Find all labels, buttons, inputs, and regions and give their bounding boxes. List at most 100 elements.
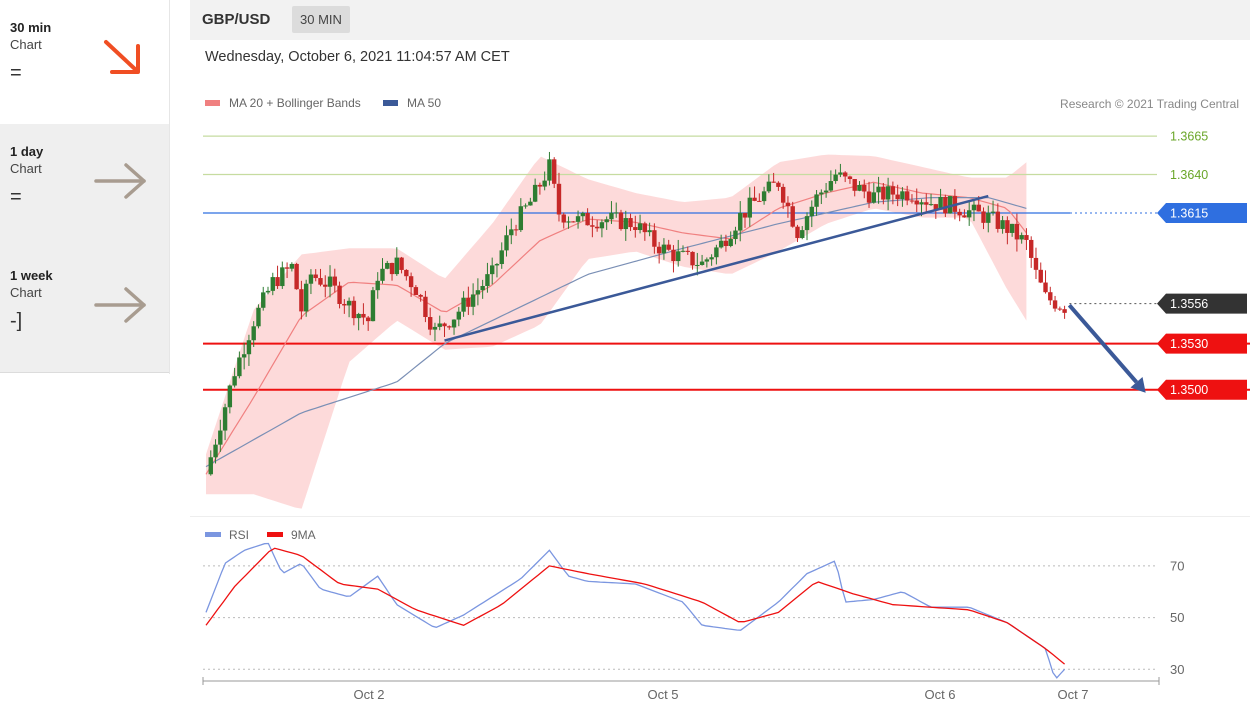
timeframe-label: 1 day [10, 144, 44, 159]
candle-body [451, 319, 457, 328]
panel-divider [190, 516, 1250, 517]
candle-body [346, 300, 352, 306]
candle-body [857, 184, 862, 191]
candle-body [289, 263, 295, 269]
timeframe-sub: Chart [10, 285, 42, 300]
candle-body [561, 214, 566, 223]
candle-body [699, 261, 705, 265]
legend-ma50-swatch [383, 100, 398, 106]
candle-body [480, 285, 485, 291]
candle-body [518, 206, 524, 231]
legend-ma50-label: MA 50 [407, 96, 441, 110]
candle-body [704, 259, 710, 262]
timeframe-1day-card[interactable]: 1 day Chart = [0, 124, 169, 249]
candle-body [881, 186, 886, 200]
level-labels: 1.3665 1.3640 1.3615 1.3556 1.3530 1.3500 [1157, 130, 1247, 400]
timeframe-30min-card[interactable]: 30 min Chart = [0, 0, 169, 125]
level-price-label: 1.3530 [1170, 337, 1208, 351]
candle-body [833, 174, 838, 182]
candle-body [757, 200, 762, 202]
candle-body [742, 212, 748, 218]
candle-body [666, 244, 671, 250]
candle-body [690, 251, 695, 266]
bollinger-band-area [206, 154, 1027, 509]
candle-body [442, 323, 447, 327]
timeframe-label: 30 min [10, 20, 52, 35]
candle-body [761, 191, 767, 202]
candle-body [213, 444, 218, 458]
candle-body [375, 280, 380, 291]
candle-body [780, 186, 786, 203]
candle-body [823, 190, 829, 193]
candle-body [385, 262, 390, 269]
candle-body [738, 212, 743, 231]
moving-averages [205, 181, 1027, 475]
candle-body [318, 278, 323, 285]
candle-body [676, 251, 681, 262]
rsi-tick-label: 70 [1170, 558, 1184, 573]
candle-body [447, 326, 452, 328]
candle-body [671, 249, 676, 262]
level-price-label: 1.3556 [1170, 297, 1208, 311]
candle-body [962, 215, 967, 218]
x-tick-label: Oct 7 [1057, 687, 1088, 702]
legend-rsi-label: RSI [229, 528, 249, 542]
candle-body [723, 240, 729, 247]
candle-body [866, 191, 872, 203]
candle-body [938, 196, 943, 210]
candle-body [399, 257, 404, 270]
candle-body [876, 186, 881, 193]
candle-body [623, 218, 628, 230]
candle-body [928, 204, 934, 206]
candle-body [752, 197, 757, 201]
candle-body [246, 340, 252, 355]
candle-body [609, 212, 614, 220]
candle-body [490, 265, 495, 275]
candle-body [924, 202, 929, 205]
candle-body [766, 181, 772, 192]
candle-body [275, 277, 280, 287]
candle-body [652, 230, 657, 247]
candle-body [709, 257, 714, 260]
candle-body [313, 274, 318, 279]
candle-body [590, 225, 595, 227]
candle-body [680, 250, 686, 252]
timeframe-sub: Chart [10, 161, 42, 176]
candle-body [218, 430, 223, 445]
candle-body [900, 191, 905, 200]
candle-body [513, 229, 519, 231]
chart-datetime: Wednesday, October 6, 2021 11:04:57 AM C… [205, 49, 510, 65]
candle-body [819, 192, 824, 195]
candle-body [628, 218, 633, 228]
candle-body [361, 313, 366, 318]
candle-body [342, 303, 347, 306]
candle-body [604, 219, 609, 223]
candle-body [237, 357, 242, 377]
candle-body [308, 274, 314, 284]
candle-body [943, 196, 948, 214]
level-price-tag [1157, 333, 1247, 354]
bollinger-bands [206, 154, 1027, 509]
candle-body [389, 262, 395, 275]
legend-ma20-label: MA 20 + Bollinger Bands [229, 96, 361, 110]
candle-body [284, 267, 290, 269]
candle-body [394, 257, 399, 275]
candle-body [933, 204, 939, 210]
timeframe-1week-card[interactable]: 1 week Chart -] [0, 248, 169, 373]
legend-9ma-swatch [267, 532, 283, 537]
candle-body [232, 376, 237, 386]
candle-body [981, 211, 986, 223]
right-arrow-icon [94, 287, 146, 323]
candle-body [432, 326, 438, 330]
candle-body [523, 205, 528, 207]
candle-body [618, 212, 624, 230]
candle-body [280, 267, 285, 287]
candle-body [1057, 308, 1063, 310]
candle-body [1009, 223, 1015, 233]
candle-body [370, 290, 376, 322]
legend-ma20-swatch [205, 100, 220, 106]
candle-body [971, 204, 977, 211]
timeframe-badge[interactable]: 30 MIN [292, 6, 350, 33]
candle-body [747, 197, 752, 218]
candle-body [814, 194, 819, 207]
